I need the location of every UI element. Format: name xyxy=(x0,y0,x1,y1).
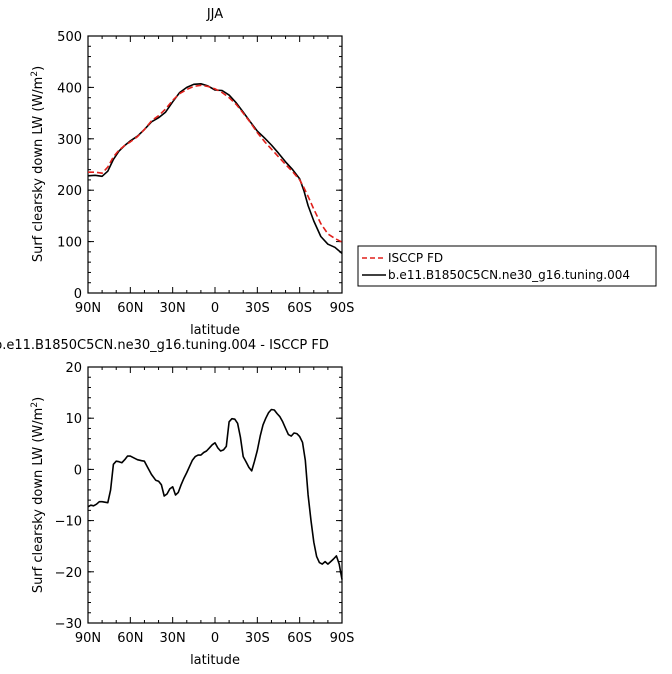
x-tick-label: 90N xyxy=(75,301,101,316)
x-tick-label: 30S xyxy=(245,631,270,646)
bottom-series-lines xyxy=(87,408,343,580)
bottom-x-ticks: 90N 60N 30N 0 30S 60S 90S xyxy=(75,367,355,646)
bottom-plot-frame xyxy=(87,366,343,624)
y-tick-label: 400 xyxy=(57,81,82,96)
legend-box xyxy=(357,245,657,287)
bottom-y-ticks: −30 −20 −10 0 10 20 xyxy=(55,361,342,632)
x-tick-label: 90S xyxy=(330,301,355,316)
series-line-difference xyxy=(87,408,343,580)
series-line-isccp xyxy=(88,84,343,243)
bottom-y-axis-label: Surf clearsky down LW (W/m2) xyxy=(30,397,46,593)
y-tick-label: 200 xyxy=(57,184,82,199)
x-tick-label: 60N xyxy=(117,631,143,646)
x-tick-label: 30N xyxy=(160,301,186,316)
top-chart-title: JJA xyxy=(206,7,223,22)
y-tick-label: 100 xyxy=(57,236,82,251)
top-x-axis-label: latitude xyxy=(190,323,240,338)
bottom-chart-title: b.e11.B1850C5CN.ne30_g16.tuning.004 - IS… xyxy=(0,338,329,353)
bottom-panel: b.e11.B1850C5CN.ne30_g16.tuning.004 - IS… xyxy=(0,338,354,668)
top-panel: JJA 90N 60N 30N 0 30S 60S 90S 0 100 200 300 400 500… xyxy=(30,7,354,338)
legend-label-model: b.e11.B1850C5CN.ne30_g16.tuning.004 xyxy=(388,268,630,282)
x-tick-label: 90S xyxy=(330,631,355,646)
legend: ISCCP FD b.e11.B1850C5CN.ne30_g16.tuning… xyxy=(357,245,657,287)
bottom-x-axis-label: latitude xyxy=(190,653,240,668)
y-tick-label: 0 xyxy=(74,463,82,478)
y-tick-label: 20 xyxy=(65,361,82,376)
x-tick-label: 0 xyxy=(211,301,219,316)
y-tick-label: 0 xyxy=(74,287,82,302)
top-y-axis-label: Surf clearsky down LW (W/m2) xyxy=(30,66,46,262)
x-tick-label: 0 xyxy=(211,631,219,646)
top-series-lines xyxy=(87,83,343,255)
y-tick-label: 500 xyxy=(57,30,82,45)
top-plot-frame xyxy=(87,35,343,294)
x-tick-label: 90N xyxy=(75,631,101,646)
x-tick-label: 60N xyxy=(117,301,143,316)
y-tick-label: 10 xyxy=(65,412,82,427)
top-y-ticks: 0 100 200 300 400 500 xyxy=(57,30,342,302)
x-tick-label: 30N xyxy=(160,631,186,646)
top-x-ticks: 90N 60N 30N 0 30S 60S 90S xyxy=(75,36,355,316)
x-tick-label: 30S xyxy=(245,301,270,316)
y-tick-label: −30 xyxy=(55,617,82,632)
y-tick-label: 300 xyxy=(57,133,82,148)
y-tick-label: −20 xyxy=(55,566,82,581)
y-tick-label: −10 xyxy=(55,515,82,530)
x-tick-label: 60S xyxy=(287,631,312,646)
series-line-b.e11.b1850c5cn.ne30_g16.tuning.004 xyxy=(87,83,343,255)
x-tick-label: 60S xyxy=(287,301,312,316)
legend-label-isccp: ISCCP FD xyxy=(388,251,443,265)
